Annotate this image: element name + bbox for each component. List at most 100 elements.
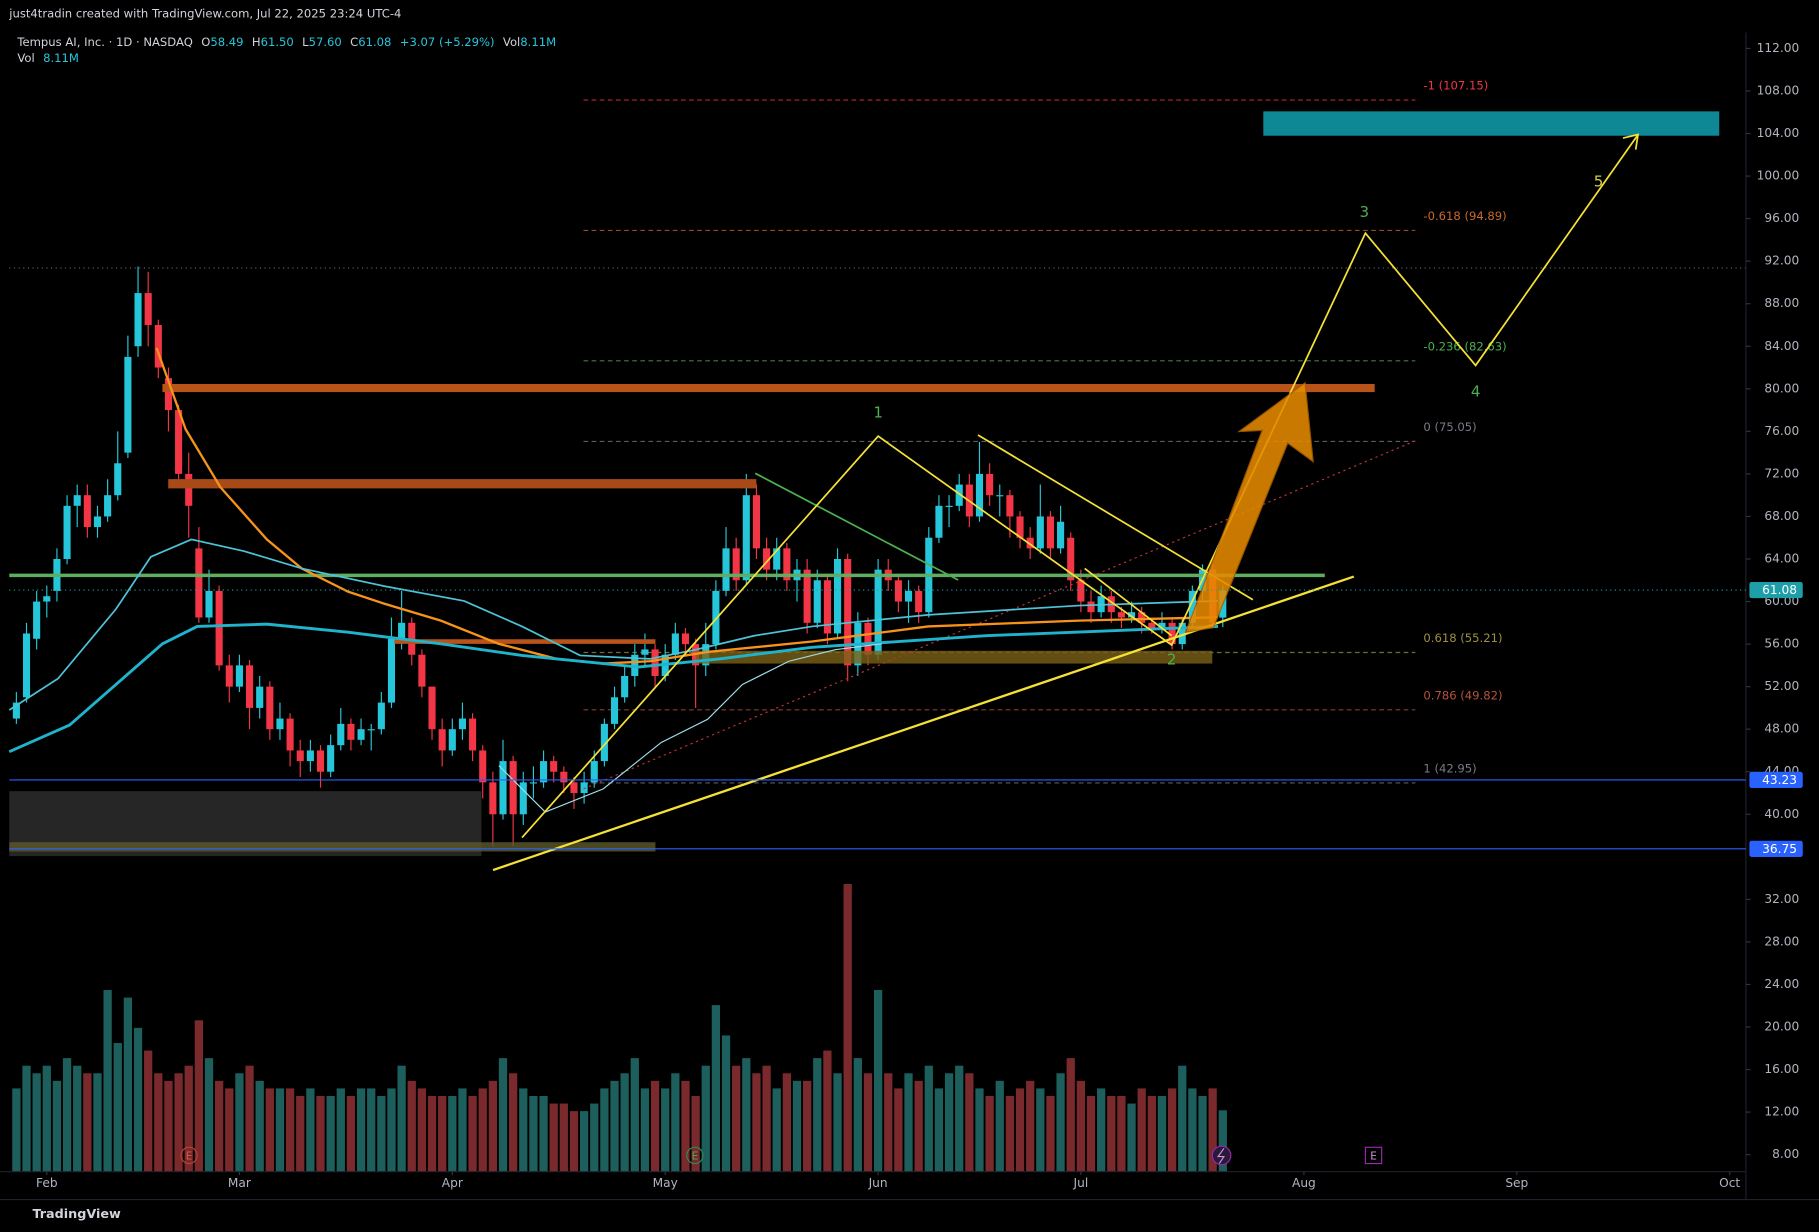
- candle-body: [1016, 516, 1024, 538]
- volume-bar: [458, 1088, 467, 1172]
- y-tick-label: 88.00: [1764, 296, 1799, 310]
- candle-body: [681, 633, 690, 645]
- candle-body: [134, 293, 142, 347]
- volume-bar: [965, 1073, 974, 1172]
- y-tick-label: 20.00: [1764, 1020, 1799, 1034]
- candle-body: [22, 633, 31, 698]
- volume-bar: [1208, 1088, 1217, 1172]
- candle-body: [732, 548, 740, 581]
- volume-bar: [265, 1088, 274, 1172]
- volume-bar: [113, 1042, 122, 1172]
- moving-average: [155, 347, 1219, 665]
- candle-body: [1006, 495, 1014, 517]
- candle-body: [489, 782, 497, 815]
- y-tick-label: 112.00: [1757, 41, 1800, 55]
- candle-body: [104, 495, 112, 517]
- demand-zone: [696, 650, 1213, 664]
- candle-body: [377, 702, 385, 730]
- candle-body: [763, 548, 771, 570]
- ohlc-key: O: [201, 34, 210, 48]
- top-bar: just4tradin created with TradingView.com…: [8, 6, 401, 20]
- candle-body: [1178, 622, 1186, 645]
- x-tick-label: Oct: [1719, 1176, 1740, 1190]
- candle-body: [550, 761, 558, 772]
- volume-bar: [1188, 1088, 1197, 1172]
- candle-body: [296, 750, 304, 762]
- moving-average: [8, 622, 1219, 754]
- volume-bar: [1157, 1095, 1167, 1172]
- fib-label: -1 (107.15): [1423, 79, 1488, 93]
- price-tag: [1749, 840, 1803, 857]
- volume-bar: [955, 1065, 964, 1172]
- y-tick-label: 24.00: [1764, 977, 1799, 991]
- candle-body: [1036, 516, 1044, 549]
- y-tick-label: 108.00: [1757, 83, 1800, 97]
- candle-body: [813, 580, 821, 623]
- volume-bar: [762, 1065, 771, 1172]
- candle-body: [1158, 622, 1166, 629]
- volume-bar: [863, 1073, 873, 1172]
- support-zone: [9, 842, 656, 852]
- candle-body: [874, 569, 882, 655]
- candle-body: [773, 548, 781, 570]
- y-tick-label: 92.00: [1764, 254, 1799, 268]
- volume-bar: [316, 1095, 325, 1172]
- volume-bar: [407, 1080, 416, 1172]
- volume-bar: [823, 1050, 832, 1172]
- y-tick-label: 52.00: [1764, 679, 1799, 693]
- candle-body: [93, 516, 102, 528]
- candle-body: [712, 590, 720, 645]
- price-tag-label: 43.23: [1762, 773, 1797, 787]
- y-tick-label: 76.00: [1764, 424, 1799, 438]
- wave-label: 3: [1359, 203, 1369, 221]
- drawings: 1 2 3 4 5: [8, 111, 1746, 872]
- volume-bar: [1147, 1095, 1156, 1172]
- volume-bar: [488, 1080, 497, 1172]
- candle-body: [1138, 612, 1146, 623]
- x-tick-label: Mar: [228, 1176, 251, 1190]
- candle-body: [479, 750, 487, 783]
- candle-body: [256, 686, 264, 708]
- candle-body: [144, 293, 152, 325]
- candle-body: [438, 729, 446, 751]
- candle-body: [671, 633, 679, 655]
- candle-body: [651, 649, 659, 677]
- y-tick-label: 40.00: [1764, 807, 1799, 821]
- volume-bar: [579, 1111, 589, 1172]
- volume-bar: [184, 1065, 193, 1172]
- candle-body: [742, 495, 750, 581]
- volume-bar: [1218, 1110, 1227, 1172]
- x-tick-label: Jun: [868, 1176, 888, 1190]
- vol-key: Vol: [503, 34, 520, 48]
- trendline: [1084, 567, 1173, 637]
- volume-bar: [661, 1088, 670, 1172]
- candle-body: [752, 495, 760, 549]
- volume-bar: [701, 1065, 710, 1172]
- volume-bar: [803, 1080, 812, 1172]
- candle-body: [458, 718, 466, 730]
- volume-bar: [549, 1103, 558, 1172]
- candle-body: [246, 665, 254, 708]
- volume-bar: [367, 1088, 376, 1172]
- y-tick-label: 80.00: [1764, 381, 1799, 395]
- candle-body: [43, 596, 51, 602]
- candle-body: [12, 702, 20, 719]
- candle-body: [469, 718, 477, 751]
- volume-bar: [164, 1080, 173, 1172]
- candle-body: [1188, 590, 1196, 623]
- volume-bar: [742, 1058, 751, 1172]
- vol-value: 8.11M: [520, 34, 556, 48]
- lightning-icon: [1216, 1148, 1225, 1164]
- candle-body: [1067, 537, 1075, 581]
- candle-body: [387, 638, 396, 703]
- volume-bar: [1178, 1065, 1187, 1172]
- volume-bar: [975, 1088, 984, 1172]
- candle-body: [600, 723, 608, 762]
- y-tick-label: 12.00: [1764, 1105, 1799, 1119]
- candle-body: [1148, 622, 1156, 629]
- volume-bar: [721, 1035, 731, 1172]
- volume-bar: [245, 1065, 254, 1172]
- candle-body: [175, 410, 183, 474]
- candle-body: [1077, 580, 1085, 602]
